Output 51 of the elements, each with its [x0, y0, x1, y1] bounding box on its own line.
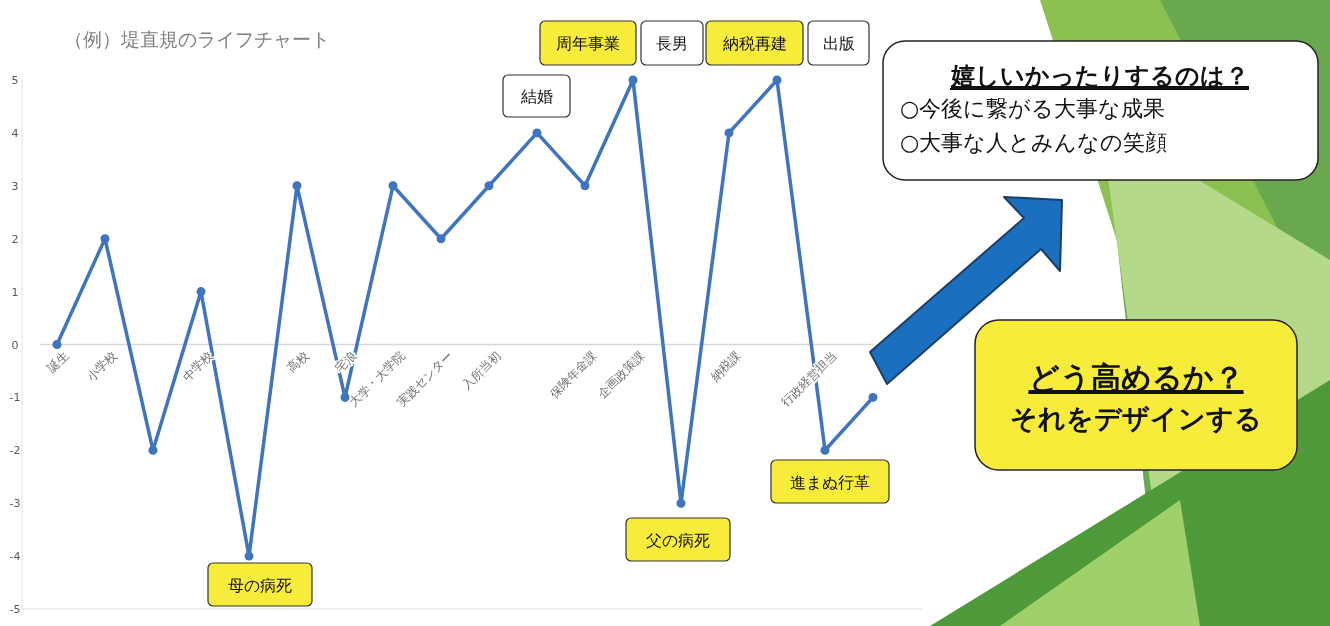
annotation: 母の病死	[228, 575, 292, 595]
annotation: 父の病死	[646, 530, 710, 550]
point	[100, 234, 110, 244]
x-tick-label: 保険年金課	[546, 348, 600, 402]
point	[484, 181, 494, 191]
point	[628, 75, 638, 85]
x-tick-label: 中学校	[179, 348, 216, 385]
x-tick-label: 小学校	[83, 348, 120, 385]
point	[820, 445, 830, 455]
point	[148, 445, 158, 455]
point	[244, 551, 254, 561]
y-tick-label: 0	[11, 338, 19, 352]
y-tick-label: -5	[9, 603, 21, 616]
x-tick-label: 高校	[284, 348, 312, 376]
text: 出版	[822, 34, 855, 53]
text: それをデザインする	[1010, 403, 1262, 434]
text: 納税再建	[722, 34, 787, 53]
x-tick-label: 宅浪	[332, 348, 360, 376]
point	[436, 234, 446, 244]
annotation: 結婚	[519, 87, 553, 106]
point	[772, 75, 782, 85]
y-tick-label: 5	[11, 74, 19, 87]
y-tick-label: -2	[9, 444, 21, 458]
y-tick-label: 1	[11, 285, 19, 299]
x-tick-label: 行政経営担当	[778, 348, 840, 410]
point	[292, 181, 302, 191]
point	[580, 181, 590, 191]
y-tick-label: -1	[9, 391, 21, 405]
y-tick-label: 3	[11, 179, 19, 193]
point	[52, 340, 62, 349]
text: 周年事業	[556, 34, 620, 53]
point	[196, 287, 206, 297]
y-tick-label: -3	[9, 497, 21, 511]
point	[532, 128, 542, 138]
point	[340, 392, 350, 402]
point	[388, 181, 398, 191]
x-tick-label: 誕生	[44, 348, 72, 376]
point	[724, 128, 734, 138]
point	[868, 392, 878, 402]
annotation: 進まぬ行革	[790, 472, 870, 492]
x-tick-label: 入所当初	[459, 348, 504, 393]
text: ○今後に繋がる大事な成果	[900, 96, 1166, 121]
text: 長男	[656, 34, 688, 53]
text: 嬉しいかったりするのは？	[950, 62, 1249, 90]
point	[676, 498, 686, 508]
y-tick-label: -4	[9, 550, 21, 564]
text: ○大事な人とみんなの笑顔	[900, 130, 1168, 155]
chart-title: （例）堤直規のライフチャート	[64, 28, 330, 50]
y-tick-label: 2	[11, 232, 19, 246]
x-tick-label: 納税課	[707, 348, 744, 385]
y-tick-label: 4	[11, 126, 19, 140]
